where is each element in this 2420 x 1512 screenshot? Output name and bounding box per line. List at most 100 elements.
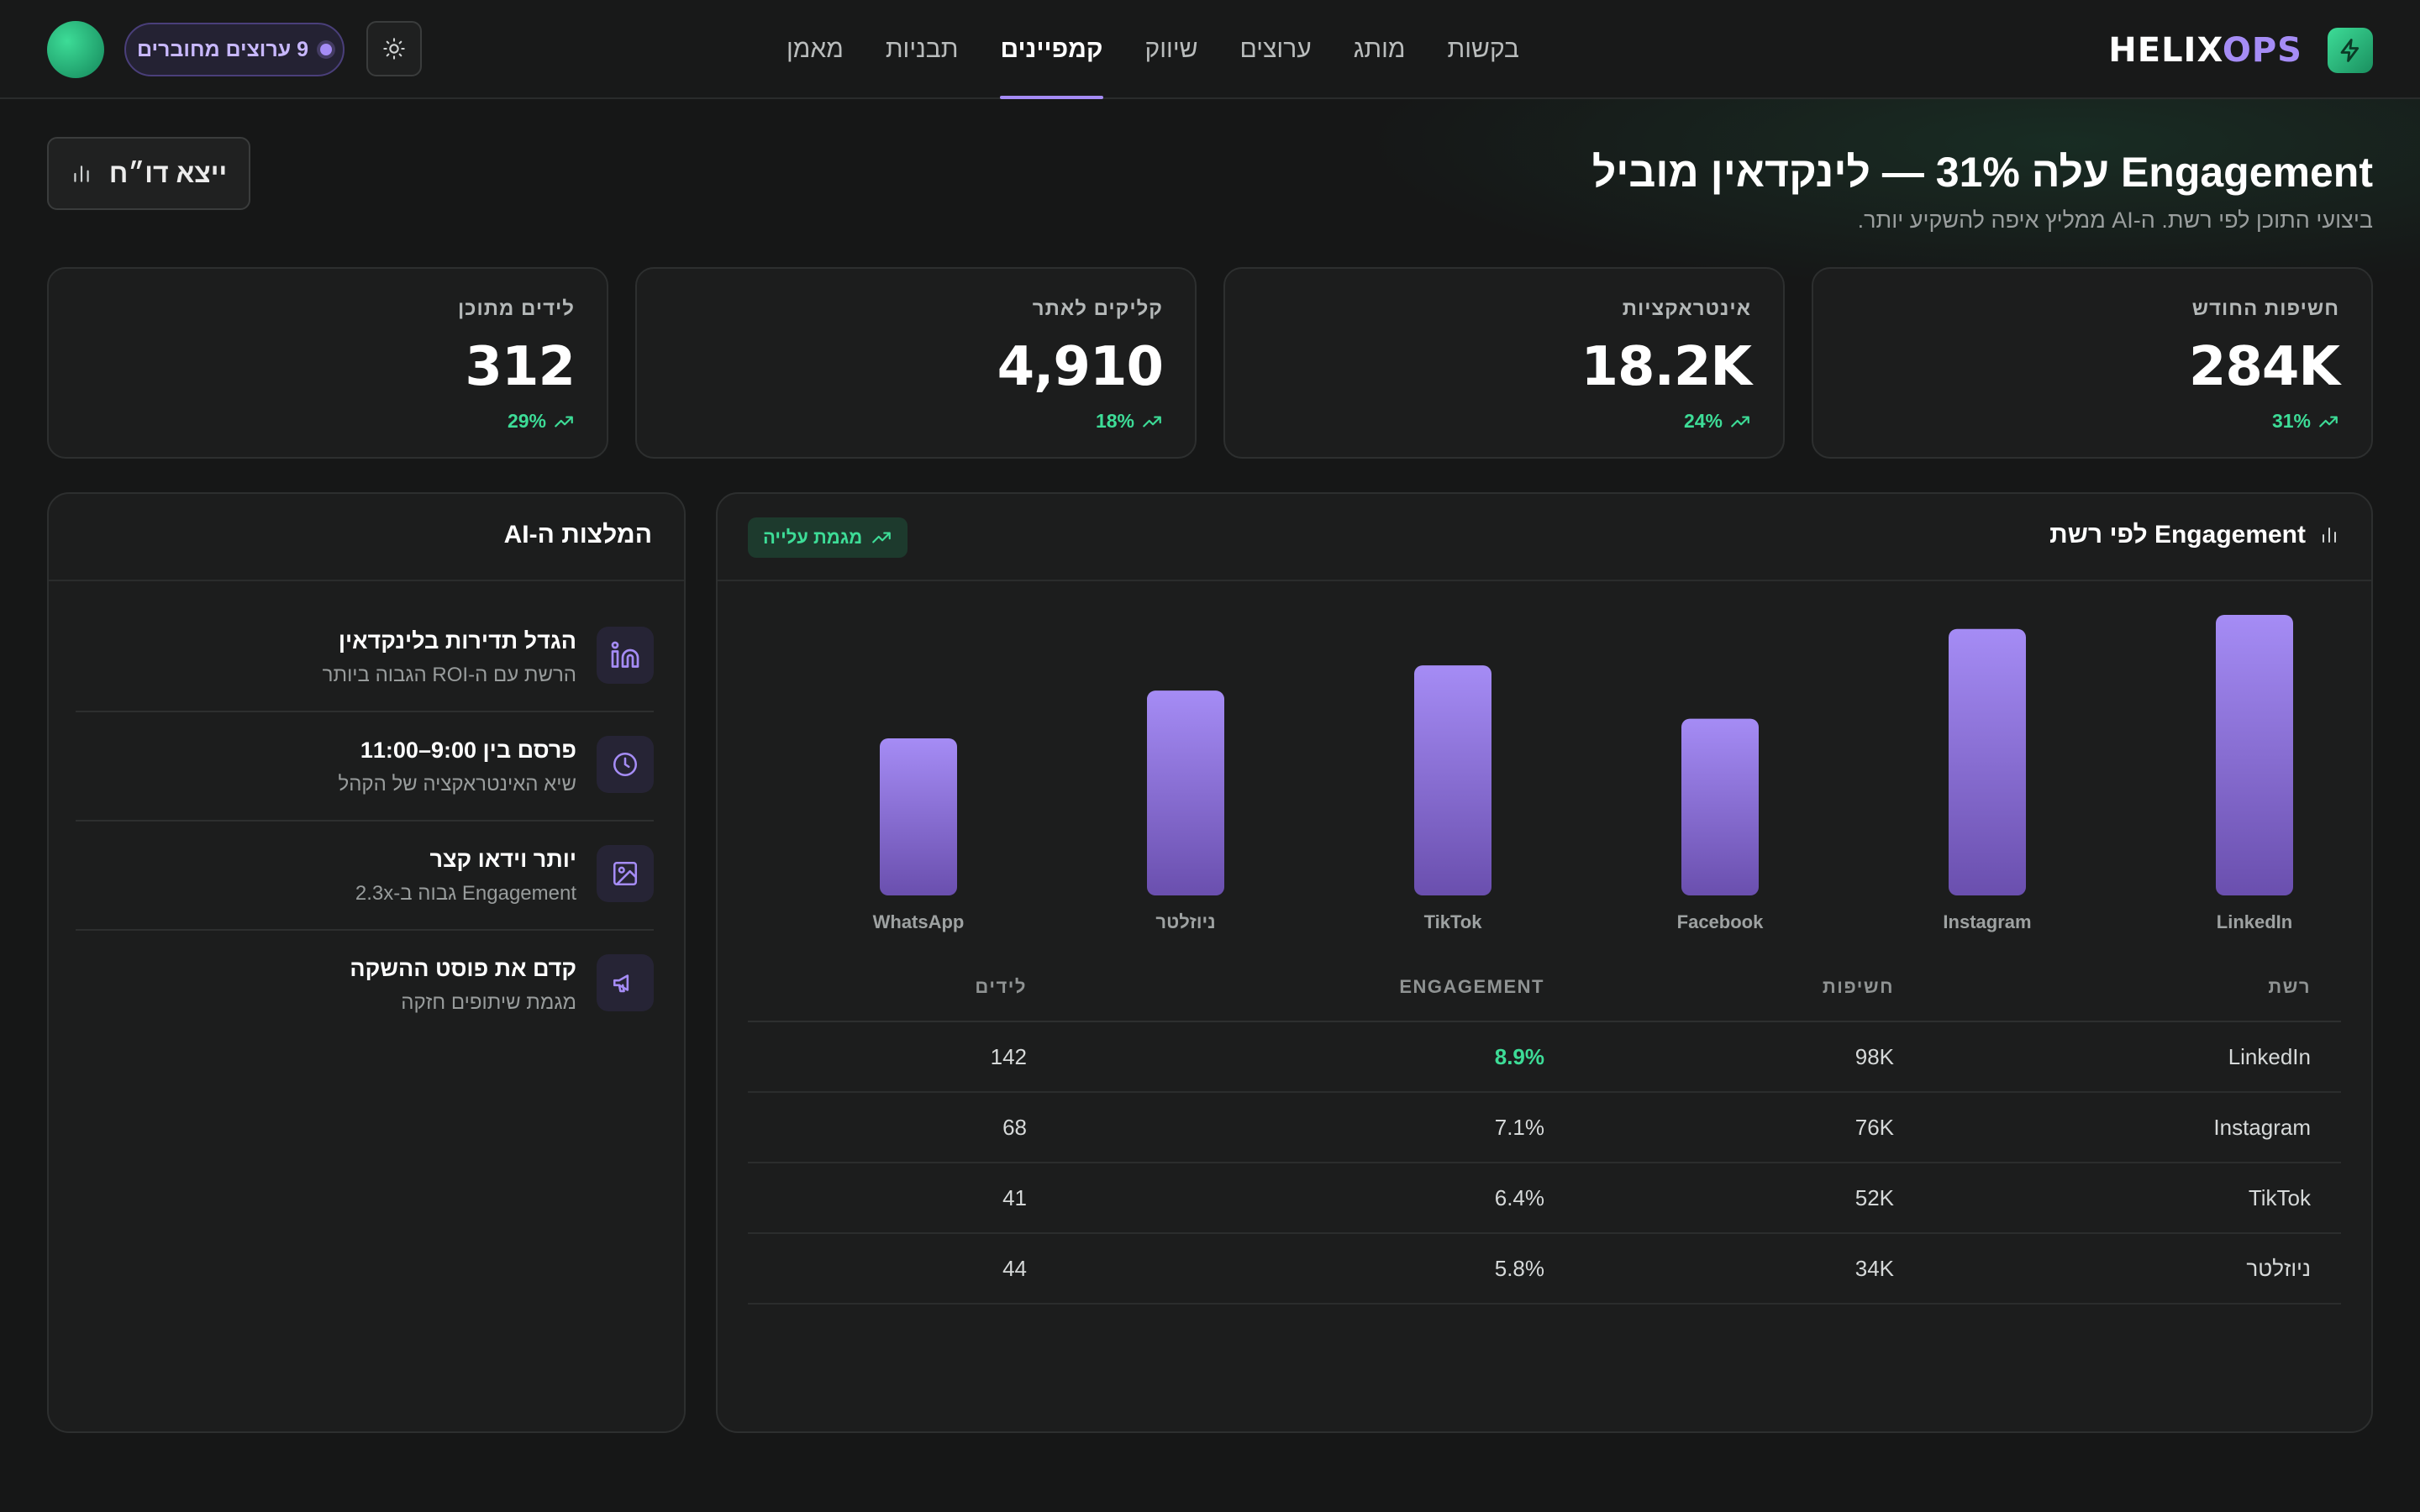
kpi-value: 18.2K	[1581, 336, 1753, 398]
nav-item-campaigns[interactable]: קמפיינים	[1000, 0, 1103, 99]
page-title: Engagement עלה 31% — לינקדאין מוביל	[1591, 149, 2373, 196]
kpi-card-interactions: אינטראקציות 18.2K 24%	[1223, 267, 1785, 459]
cell-impressions: 52K	[1544, 1163, 1894, 1234]
recommendation-title: יותר וידאו קצר	[429, 847, 576, 872]
connected-channels-label: 9 ערוצים מחוברים	[136, 37, 309, 61]
linkedin-icon	[597, 627, 654, 684]
cell-leads: 142	[748, 1021, 1027, 1093]
nav-item-brand[interactable]: מותג	[1353, 35, 1406, 63]
recommendation-item[interactable]: פרסם בין 9:00–11:00 שיא האינטראקציה של ה…	[76, 712, 654, 822]
table-row[interactable]: TikTok 52K 6.4% 41	[748, 1163, 2341, 1234]
table-row[interactable]: LinkedIn 98K 8.9% 142	[748, 1021, 2341, 1093]
kpi-value: 4,910	[997, 336, 1164, 398]
chart-panel-title: Engagement לפי רשת	[2049, 521, 2339, 549]
trend-up-icon	[1731, 416, 1749, 427]
cell-network: Instagram	[1894, 1092, 2341, 1163]
chart-category-label: ניוזלטר	[1155, 911, 1215, 932]
main-nav: בקשות מותג ערוצים שיווק קמפיינים תבניות …	[786, 0, 1519, 99]
cell-engagement: 5.8%	[1027, 1233, 1544, 1305]
col-engagement: ENGAGEMENT	[1027, 953, 1544, 1022]
kpi-label: קליקים לאתר	[1032, 297, 1163, 320]
col-leads: לידים	[748, 953, 1027, 1022]
export-report-button[interactable]: ייצא דו״ח	[47, 137, 250, 210]
cell-impressions: 76K	[1544, 1092, 1894, 1163]
brand-name-part2: OPS	[2222, 31, 2302, 70]
network-table: רשת חשיפות ENGAGEMENT לידים LinkedIn 98K…	[748, 953, 2341, 1305]
image-icon	[597, 845, 654, 902]
engagement-bar-chart: LinkedIn Instagram Facebook TikTok ניוזלטר Wh…	[873, 615, 2293, 932]
bar-chart-icon	[74, 165, 89, 182]
table-row[interactable]: ניוזלטר 34K 5.8% 44	[748, 1233, 2341, 1305]
brand-logo[interactable]: HELIXOPS	[2108, 27, 2373, 74]
chart-category-label: WhatsApp	[873, 911, 965, 932]
user-avatar[interactable]	[47, 21, 104, 78]
chart-panel-title-text: Engagement לפי רשת	[2049, 521, 2306, 549]
chart-bar[interactable]	[880, 738, 957, 895]
theme-toggle-button[interactable]	[366, 21, 422, 76]
status-dot	[320, 44, 333, 55]
table-header-row: רשת חשיפות ENGAGEMENT לידים	[748, 953, 2341, 1022]
col-impressions: חשיפות	[1544, 953, 1894, 1022]
kpi-delta-value: 24%	[1683, 410, 1723, 432]
kpi-card-impressions: חשיפות החודש 284K 31%	[1812, 267, 2373, 459]
engagement-chart-panel: Engagement לפי רשת מגמת עלייה LinkedIn In…	[716, 492, 2373, 1433]
nav-item-channels[interactable]: ערוצים	[1239, 35, 1312, 63]
cell-engagement: 8.9%	[1027, 1021, 1544, 1093]
kpi-delta: 31%	[1845, 410, 2339, 433]
clock-icon	[597, 736, 654, 793]
table-row[interactable]: Instagram 76K 7.1% 68	[748, 1092, 2341, 1163]
cell-leads: 68	[748, 1092, 1027, 1163]
brand-name: HELIXOPS	[2108, 31, 2314, 70]
chart-bar[interactable]	[1414, 665, 1491, 895]
col-network: רשת	[1894, 953, 2341, 1022]
trend-badge: מגמת עלייה	[748, 517, 908, 558]
bolt-icon	[2328, 28, 2373, 73]
recommendation-title: פרסם בין 9:00–11:00	[360, 738, 576, 763]
recommendation-subtitle: שיא האינטראקציה של הקהל	[338, 773, 577, 795]
cell-leads: 41	[748, 1163, 1027, 1234]
cell-engagement: 6.4%	[1027, 1163, 1544, 1234]
kpi-delta: 24%	[1257, 410, 1751, 433]
kpi-card-clicks: קליקים לאתר 4,910 18%	[635, 267, 1197, 459]
nav-item-templates[interactable]: תבניות	[885, 35, 959, 63]
kpi-delta: 18%	[669, 410, 1163, 433]
sun-icon	[383, 38, 405, 60]
chart-bar[interactable]	[1681, 718, 1759, 895]
export-report-label: ייצא דו״ח	[108, 158, 228, 188]
chart-bar[interactable]	[1147, 690, 1224, 895]
recommendation-title: קדם את פוסט ההשקה	[350, 956, 576, 981]
ai-recommendations-panel: המלצות ה-AI הגדל תדירות בלינקדאין הרשת ע…	[47, 492, 686, 1433]
trend-up-icon	[1143, 416, 1161, 427]
kpi-delta-value: 29%	[507, 410, 546, 432]
chart-category-label: Facebook	[1677, 911, 1764, 932]
nav-item-coach[interactable]: מאמן	[786, 35, 844, 63]
kpi-delta: 29%	[81, 410, 575, 433]
brand-name-part1: HELIX	[2108, 31, 2223, 70]
kpi-value: 312	[465, 336, 576, 398]
chart-category-label: Instagram	[1943, 911, 2031, 932]
kpi-label: לידים מתוכן	[457, 297, 575, 320]
recommendation-item[interactable]: הגדל תדירות בלינקדאין הרשת עם ה-ROI הגבו…	[76, 603, 654, 712]
kpi-label: אינטראקציות	[1622, 297, 1751, 320]
bar-chart-icon	[2323, 528, 2336, 543]
trend-up-icon	[2319, 416, 2338, 427]
cell-network: ניוזלטר	[1894, 1233, 2341, 1305]
kpi-card-leads: לידים מתוכן 312 29%	[47, 267, 608, 459]
cell-network: TikTok	[1894, 1163, 2341, 1234]
recommendation-subtitle: הרשת עם ה-ROI הגבוה ביותר	[322, 664, 576, 686]
chart-bar[interactable]	[1949, 628, 2026, 895]
recommendation-title: הגדל תדירות בלינקדאין	[338, 628, 576, 654]
nav-item-marketing[interactable]: שיווק	[1144, 35, 1198, 63]
trend-up-icon	[872, 532, 892, 543]
chart-category-label: LinkedIn	[2217, 911, 2292, 932]
chart-category-label: TikTok	[1424, 911, 1483, 932]
kpi-delta-value: 18%	[1095, 410, 1134, 432]
nav-item-requests[interactable]: בקשות	[1447, 35, 1519, 63]
chart-bar[interactable]	[2216, 615, 2293, 895]
recommendation-item[interactable]: יותר וידאו קצר Engagement גבוה ב-2.3x	[76, 822, 654, 931]
recommendation-item[interactable]: קדם את פוסט ההשקה מגמת שיתופים חזקה	[76, 931, 654, 1040]
connected-channels-badge[interactable]: 9 ערוצים מחוברים	[124, 23, 345, 76]
ai-panel-header: המלצות ה-AI	[49, 494, 684, 581]
recommendation-subtitle: מגמת שיתופים חזקה	[401, 991, 576, 1014]
recommendation-list: הגדל תדירות בלינקדאין הרשת עם ה-ROI הגבו…	[76, 603, 654, 1040]
